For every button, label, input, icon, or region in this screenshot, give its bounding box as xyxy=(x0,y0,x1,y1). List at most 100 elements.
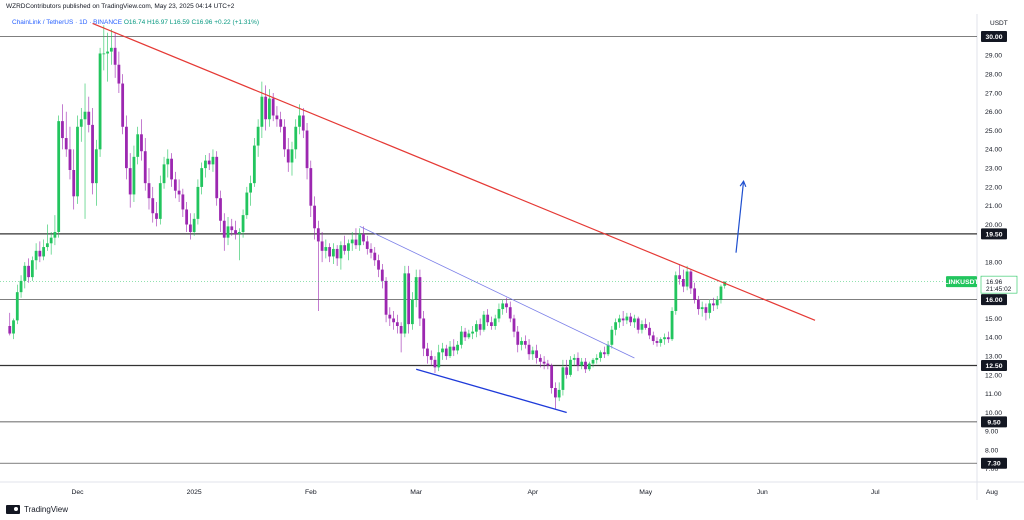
candle-body xyxy=(456,344,459,351)
candle-body xyxy=(644,324,648,328)
symbol-info: ChainLink / TetherUS · 1D · BINANCE O16.… xyxy=(12,19,259,26)
price-tick-5: 12.00 xyxy=(985,372,1002,379)
candle-body xyxy=(166,158,170,165)
candle-body xyxy=(538,357,542,362)
candle-body xyxy=(463,331,467,338)
candle-body xyxy=(249,183,252,193)
candle-body xyxy=(275,115,279,120)
publisher-line: WZRDContributors published on TradingVie… xyxy=(6,3,235,10)
candle-body xyxy=(471,331,475,334)
candle-body xyxy=(712,303,715,306)
candle-body xyxy=(429,356,433,360)
candle-body xyxy=(422,318,426,349)
candle-body xyxy=(523,341,527,345)
candle-body xyxy=(252,145,256,184)
time-tick-3: Mar xyxy=(410,489,422,496)
candle-body xyxy=(651,335,655,342)
candle-body xyxy=(181,194,185,210)
candle-body xyxy=(576,357,580,366)
brand-label: TradingView xyxy=(24,505,69,514)
candle-body xyxy=(192,218,196,233)
candle-body xyxy=(136,134,140,157)
candle-body xyxy=(666,337,670,340)
candle-body xyxy=(331,248,335,257)
candle-body xyxy=(196,186,200,219)
candle-body xyxy=(508,307,512,319)
price-tick-18: 27.00 xyxy=(985,90,1002,97)
candle-body xyxy=(12,320,15,334)
candle-body xyxy=(27,265,30,278)
candle-body xyxy=(313,205,316,229)
candle-body xyxy=(335,248,339,259)
candle-body xyxy=(572,357,576,360)
symbol-label[interactable]: ChainLink / TetherUS · 1D · BINANCE xyxy=(12,19,123,26)
candle-body xyxy=(30,260,34,278)
candle-body xyxy=(426,348,429,357)
level-badge-label-0: 30.00 xyxy=(985,34,1002,41)
price-tick-1: 8.00 xyxy=(985,447,998,454)
candle-body xyxy=(87,111,91,125)
channel-upper-trendline[interactable] xyxy=(359,226,635,359)
candle-body xyxy=(636,318,640,330)
candle-body xyxy=(328,247,332,257)
candle-body xyxy=(606,344,610,355)
time-axis[interactable]: Dec 2025 Feb Mar Apr May Jun Jul Aug xyxy=(71,489,998,496)
candle-body xyxy=(411,299,414,325)
price-tick-6: 13.00 xyxy=(985,353,1002,360)
candle-body xyxy=(407,273,411,325)
level-badge-2 xyxy=(981,294,1007,306)
candle-body xyxy=(309,168,313,206)
candle-body xyxy=(433,359,437,368)
candle-body xyxy=(132,156,136,195)
ohlc-values: O16.74 H16.97 L16.59 C16.96 +0.22 (+1.31… xyxy=(123,19,260,26)
candle-body xyxy=(320,241,324,251)
candle-body xyxy=(681,279,685,287)
candle-body xyxy=(531,350,535,355)
candle-body xyxy=(279,119,283,127)
candle-body xyxy=(230,226,234,231)
resistance-trendline[interactable] xyxy=(92,22,816,321)
time-tick-1: 2025 xyxy=(187,489,202,496)
level-badge-0 xyxy=(981,31,1007,43)
candle-body xyxy=(482,314,486,330)
time-tick-8: Aug xyxy=(986,489,998,496)
candle-body xyxy=(151,198,155,214)
channel-lower-trendline[interactable] xyxy=(415,368,567,414)
candle-body xyxy=(170,158,173,180)
candle-body xyxy=(140,134,143,152)
candle-body xyxy=(173,179,177,191)
breakout-arrow-line[interactable] xyxy=(735,181,745,253)
candle-body xyxy=(674,275,678,311)
candle-body xyxy=(553,388,557,398)
candle-body xyxy=(98,53,102,150)
candle-body xyxy=(561,367,565,390)
price-axis[interactable]: 7.00 8.00 9.00 10.00 11.00 12.00 13.00 14.00 15.… xyxy=(985,53,1002,473)
candle-body xyxy=(437,352,441,368)
time-tick-4: Apr xyxy=(528,489,539,496)
candle-body xyxy=(49,237,53,244)
candle-body xyxy=(283,126,286,150)
candle-body xyxy=(222,220,226,238)
candle-body xyxy=(633,318,636,323)
candle-body xyxy=(373,252,377,261)
candle-body xyxy=(700,307,704,310)
candle-body xyxy=(369,248,373,253)
candle-body xyxy=(347,243,350,251)
candle-body xyxy=(226,226,230,238)
level-badge-4 xyxy=(981,416,1007,428)
symbol-tag xyxy=(946,276,977,288)
candle-body xyxy=(109,47,113,52)
candle-body xyxy=(185,209,189,225)
tradingview-logo[interactable]: TradingView xyxy=(6,505,68,514)
bar-countdown: 21:45:02 xyxy=(986,286,1012,293)
price-tick-7: 14.00 xyxy=(985,335,1002,342)
level-badge-3 xyxy=(981,359,1007,371)
trendlines[interactable] xyxy=(92,22,816,414)
candle-body xyxy=(271,98,275,116)
level-badge-1 xyxy=(981,228,1007,240)
candle-body xyxy=(241,215,245,233)
candle-body xyxy=(72,170,76,197)
candle-body xyxy=(617,318,621,323)
candle-body xyxy=(91,124,94,184)
